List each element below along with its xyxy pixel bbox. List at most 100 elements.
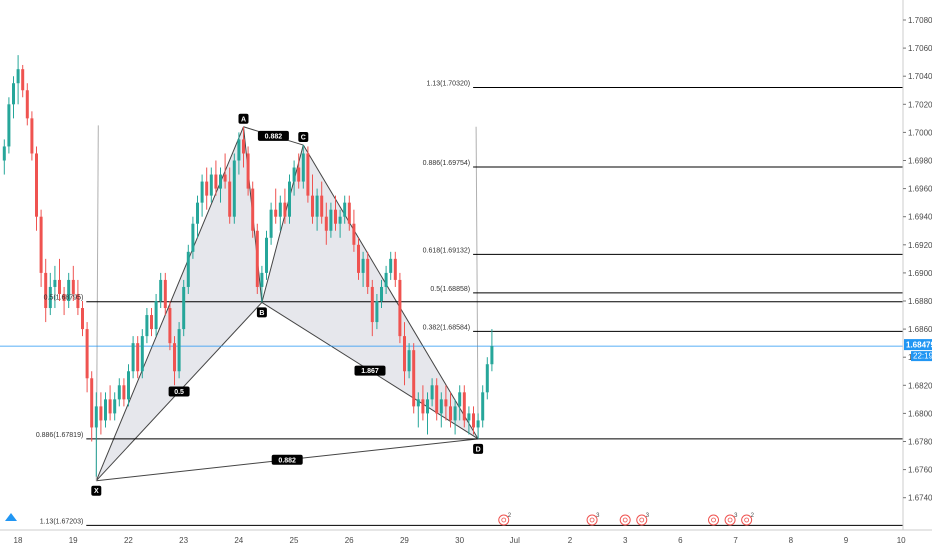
candle-body[interactable]: [403, 336, 406, 372]
candle-body[interactable]: [117, 385, 121, 400]
candle-body[interactable]: [269, 209, 273, 238]
candle-body[interactable]: [30, 118, 34, 154]
candle-body[interactable]: [393, 258, 397, 280]
candle-body[interactable]: [214, 174, 218, 189]
candle-body[interactable]: [223, 174, 227, 182]
pattern-leg-bc[interactable]: [261, 144, 304, 303]
candle-body[interactable]: [108, 399, 112, 414]
candle-body[interactable]: [232, 160, 236, 217]
candle-body[interactable]: [384, 272, 388, 287]
candle-body[interactable]: [99, 406, 103, 421]
candle-body[interactable]: [39, 216, 43, 273]
event-marker-icon[interactable]: [708, 514, 720, 526]
candle-body[interactable]: [177, 329, 181, 372]
event-marker-icon[interactable]: [741, 514, 753, 526]
candle-body[interactable]: [416, 399, 420, 407]
candle-body[interactable]: [375, 301, 379, 323]
candle-body[interactable]: [366, 258, 370, 287]
candle-body[interactable]: [21, 69, 25, 91]
candle-body[interactable]: [90, 378, 94, 428]
candle-body[interactable]: [62, 293, 66, 301]
candle-body[interactable]: [412, 350, 416, 407]
candle-body[interactable]: [288, 181, 291, 217]
candle-body[interactable]: [219, 174, 222, 189]
candle-body[interactable]: [370, 286, 374, 323]
candle-body[interactable]: [361, 258, 365, 273]
candle-body[interactable]: [389, 258, 393, 273]
pattern-leg-cd[interactable]: [302, 144, 479, 440]
candle-body[interactable]: [292, 167, 296, 182]
candle-body[interactable]: [311, 195, 314, 217]
candle-body[interactable]: [476, 420, 480, 428]
candle-body[interactable]: [173, 343, 176, 372]
candle-body[interactable]: [426, 399, 429, 414]
candle-body[interactable]: [338, 216, 342, 224]
candle-body[interactable]: [7, 104, 11, 147]
candle-body[interactable]: [48, 286, 52, 309]
candle-body[interactable]: [85, 329, 89, 379]
candle-body[interactable]: [274, 209, 278, 217]
candle-body[interactable]: [278, 202, 282, 217]
candle-body[interactable]: [53, 279, 57, 287]
candle-body[interactable]: [81, 308, 84, 330]
candle-body[interactable]: [439, 399, 443, 414]
candle-body[interactable]: [182, 286, 186, 330]
candle-body[interactable]: [260, 272, 264, 287]
candle-body[interactable]: [2, 146, 6, 161]
candle-body[interactable]: [168, 308, 172, 344]
candle-body[interactable]: [205, 181, 209, 196]
candle-body[interactable]: [320, 195, 324, 217]
event-marker-icon[interactable]: [724, 514, 736, 526]
candle-body[interactable]: [12, 83, 15, 105]
candle-body[interactable]: [324, 216, 328, 231]
candle-body[interactable]: [159, 279, 163, 301]
candle-body[interactable]: [485, 364, 489, 393]
event-marker-icon[interactable]: [619, 514, 631, 526]
candle-body[interactable]: [251, 188, 255, 231]
candle-body[interactable]: [435, 385, 439, 414]
candle-body[interactable]: [25, 90, 29, 119]
candle-body[interactable]: [35, 153, 38, 217]
candle-body[interactable]: [150, 315, 153, 330]
candle-body[interactable]: [347, 202, 351, 224]
candle-body[interactable]: [306, 153, 310, 196]
candle-body[interactable]: [71, 279, 75, 294]
candle-body[interactable]: [329, 209, 333, 231]
candle-body[interactable]: [140, 336, 144, 372]
candle-body[interactable]: [467, 413, 471, 421]
candle-body[interactable]: [343, 202, 347, 217]
candle-body[interactable]: [58, 279, 61, 294]
candle-body[interactable]: [145, 315, 149, 337]
candle-body[interactable]: [462, 392, 466, 421]
candle-body[interactable]: [154, 301, 158, 330]
candle-body[interactable]: [357, 244, 360, 273]
candle-body[interactable]: [407, 350, 411, 372]
candle-body[interactable]: [67, 279, 71, 301]
candle-body[interactable]: [163, 279, 167, 309]
event-marker-icon[interactable]: [586, 514, 598, 526]
candle-body[interactable]: [209, 174, 213, 196]
candle-body[interactable]: [265, 237, 268, 273]
event-marker-icon[interactable]: [636, 514, 648, 526]
candle-body[interactable]: [237, 139, 241, 161]
candle-body[interactable]: [453, 406, 457, 421]
candle-body[interactable]: [44, 272, 48, 309]
candle-body[interactable]: [490, 346, 494, 365]
candle-body[interactable]: [191, 223, 195, 252]
candle-body[interactable]: [113, 399, 117, 414]
candle-body[interactable]: [449, 406, 452, 421]
candle-body[interactable]: [136, 343, 140, 372]
candle-body[interactable]: [255, 230, 259, 287]
candle-body[interactable]: [196, 202, 199, 224]
candle-body[interactable]: [283, 202, 287, 217]
candle-body[interactable]: [458, 392, 462, 407]
candle-body[interactable]: [94, 406, 98, 428]
candle-body[interactable]: [430, 385, 434, 400]
candle-body[interactable]: [186, 251, 190, 287]
candle-body[interactable]: [472, 413, 475, 428]
candle-body[interactable]: [315, 195, 319, 217]
candle-body[interactable]: [444, 399, 448, 407]
candle-body[interactable]: [122, 385, 126, 400]
candle-body[interactable]: [16, 69, 20, 84]
candle-body[interactable]: [200, 181, 204, 203]
